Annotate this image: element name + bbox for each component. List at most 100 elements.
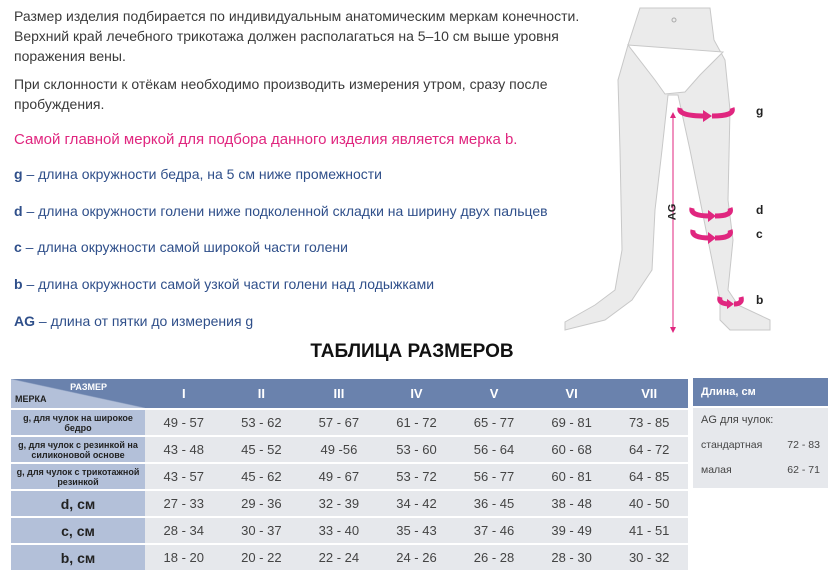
label-ag: AG bbox=[666, 203, 679, 221]
definition-key: d bbox=[14, 203, 23, 219]
size-header: I bbox=[145, 379, 223, 408]
size-value: 29 - 36 bbox=[222, 491, 301, 516]
table-row: g, для чулок с трикотажной резинкой 43 - … bbox=[11, 464, 688, 489]
size-value: 43 - 57 bbox=[145, 464, 223, 489]
intro-paragraph-1: Размер изделия подбирается по индивидуал… bbox=[14, 8, 580, 64]
size-value: 56 - 64 bbox=[455, 437, 533, 462]
size-value: 61 - 72 bbox=[377, 410, 456, 435]
table-corner: РАЗМЕР МЕРКА bbox=[11, 379, 145, 408]
definition-text: – длина окружности самой широкой части г… bbox=[21, 239, 348, 255]
definition-text: – длина от пятки до измерения g bbox=[35, 313, 254, 329]
size-value: 37 - 46 bbox=[455, 518, 533, 543]
label-g: g bbox=[756, 104, 764, 118]
size-value: 26 - 28 bbox=[455, 545, 533, 570]
size-header: II bbox=[222, 379, 301, 408]
definition-text: – длина окружности бедра, на 5 см ниже п… bbox=[22, 166, 382, 182]
table-title: ТАБЛИЦА РАЗМЕРОВ bbox=[310, 341, 514, 362]
size-value: 34 - 42 bbox=[377, 491, 456, 516]
definition-item: g – длина окружности бедра, на 5 см ниже… bbox=[14, 166, 382, 182]
size-value: 56 - 77 bbox=[455, 464, 533, 489]
definition-item: b – длина окружности самой узкой части г… bbox=[14, 276, 434, 292]
size-value: 65 - 77 bbox=[455, 410, 533, 435]
main-measure-note: Самой главной меркой для подбора данного… bbox=[14, 131, 518, 148]
size-value: 43 - 48 bbox=[145, 437, 223, 462]
definition-key: AG bbox=[14, 313, 35, 329]
size-value: 49 - 67 bbox=[300, 464, 378, 489]
size-value: 53 - 62 bbox=[222, 410, 301, 435]
size-value: 20 - 22 bbox=[222, 545, 301, 570]
definition-text: – длина окружности самой узкой части гол… bbox=[22, 276, 435, 292]
size-value: 36 - 45 bbox=[455, 491, 533, 516]
size-value: 27 - 33 bbox=[145, 491, 223, 516]
size-header: III bbox=[300, 379, 378, 408]
definition-key: b bbox=[14, 276, 23, 292]
size-value: 33 - 40 bbox=[300, 518, 378, 543]
length-subtitle: AG для чулок: bbox=[701, 414, 774, 426]
length-value: 62 - 71 bbox=[787, 464, 820, 476]
size-value: 53 - 60 bbox=[377, 437, 456, 462]
definition-item: c – длина окружности самой широкой части… bbox=[14, 239, 348, 255]
definition-key: g bbox=[14, 166, 23, 182]
length-box: Длина, см AG для чулок: стандартная 72 - … bbox=[693, 378, 828, 488]
definition-item: AG – длина от пятки до измерения g bbox=[14, 313, 253, 329]
size-value: 40 - 50 bbox=[610, 491, 688, 516]
length-header: Длина, см bbox=[693, 378, 828, 406]
size-value: 30 - 37 bbox=[222, 518, 301, 543]
definition-key: c bbox=[14, 239, 22, 255]
measure-label: c, см bbox=[11, 518, 145, 543]
size-value: 38 - 48 bbox=[532, 491, 611, 516]
size-value: 22 - 24 bbox=[300, 545, 378, 570]
size-value: 45 - 62 bbox=[222, 464, 301, 489]
size-value: 53 - 72 bbox=[377, 464, 456, 489]
size-value: 30 - 32 bbox=[610, 545, 688, 570]
length-name: стандартная bbox=[701, 439, 763, 451]
leg-diagram bbox=[564, 7, 771, 333]
table-row: b, см 18 - 20 20 - 22 22 - 24 24 - 26 26 - 28… bbox=[11, 545, 688, 570]
size-table: РАЗМЕР МЕРКА I II III IV V VI VII g, для чулок… bbox=[11, 377, 688, 572]
size-value: 24 - 26 bbox=[377, 545, 456, 570]
size-value: 73 - 85 bbox=[610, 410, 688, 435]
length-row: малая 62 - 71 bbox=[701, 464, 820, 476]
measure-label: g, для чулок с резинкой на силиконовой о… bbox=[11, 437, 145, 462]
size-value: 64 - 72 bbox=[610, 437, 688, 462]
size-value: 39 - 49 bbox=[532, 518, 611, 543]
size-value: 69 - 81 bbox=[532, 410, 611, 435]
size-value: 45 - 52 bbox=[222, 437, 301, 462]
measure-label: b, см bbox=[11, 545, 145, 570]
table-row: g, для чулок с резинкой на силиконовой о… bbox=[11, 437, 688, 462]
intro-paragraph-2: При склонности к отёкам необходимо произ… bbox=[14, 76, 548, 112]
measure-label: g, для чулок на широкое бедро bbox=[11, 410, 145, 435]
table-row: d, см 27 - 33 29 - 36 32 - 39 34 - 42 36 - 45… bbox=[11, 491, 688, 516]
measure-label: d, см bbox=[11, 491, 145, 516]
size-value: 49 - 57 bbox=[145, 410, 223, 435]
measure-label: g, для чулок с трикотажной резинкой bbox=[11, 464, 145, 489]
definition-item: d – длина окружности голени ниже подколе… bbox=[14, 203, 548, 219]
label-b: b bbox=[756, 293, 764, 307]
size-value: 60 - 81 bbox=[532, 464, 611, 489]
size-value: 41 - 51 bbox=[610, 518, 688, 543]
size-value: 60 - 68 bbox=[532, 437, 611, 462]
size-value: 35 - 43 bbox=[377, 518, 456, 543]
length-name: малая bbox=[701, 464, 732, 476]
underwear bbox=[626, 44, 725, 95]
length-row: стандартная 72 - 83 bbox=[701, 439, 820, 451]
size-value: 57 - 67 bbox=[300, 410, 378, 435]
size-value: 28 - 30 bbox=[532, 545, 611, 570]
size-header: IV bbox=[377, 379, 456, 408]
size-value: 18 - 20 bbox=[145, 545, 223, 570]
size-header: VI bbox=[532, 379, 611, 408]
corner-size-label: РАЗМЕР bbox=[70, 382, 107, 392]
length-value: 72 - 83 bbox=[787, 439, 820, 451]
size-value: 32 - 39 bbox=[300, 491, 378, 516]
size-value: 64 - 85 bbox=[610, 464, 688, 489]
label-d: d bbox=[756, 203, 764, 217]
definition-text: – длина окружности голени ниже подколенн… bbox=[22, 203, 548, 219]
size-value: 49 -56 bbox=[300, 437, 378, 462]
table-row: g, для чулок на широкое бедро 49 - 57 53 -… bbox=[11, 410, 688, 435]
size-value: 28 - 34 bbox=[145, 518, 223, 543]
label-c: c bbox=[756, 227, 763, 241]
corner-measure-label: МЕРКА bbox=[15, 394, 47, 404]
table-row: c, см 28 - 34 30 - 37 33 - 40 35 - 43 37 - 46… bbox=[11, 518, 688, 543]
size-header: VII bbox=[610, 379, 688, 408]
size-header: V bbox=[455, 379, 533, 408]
